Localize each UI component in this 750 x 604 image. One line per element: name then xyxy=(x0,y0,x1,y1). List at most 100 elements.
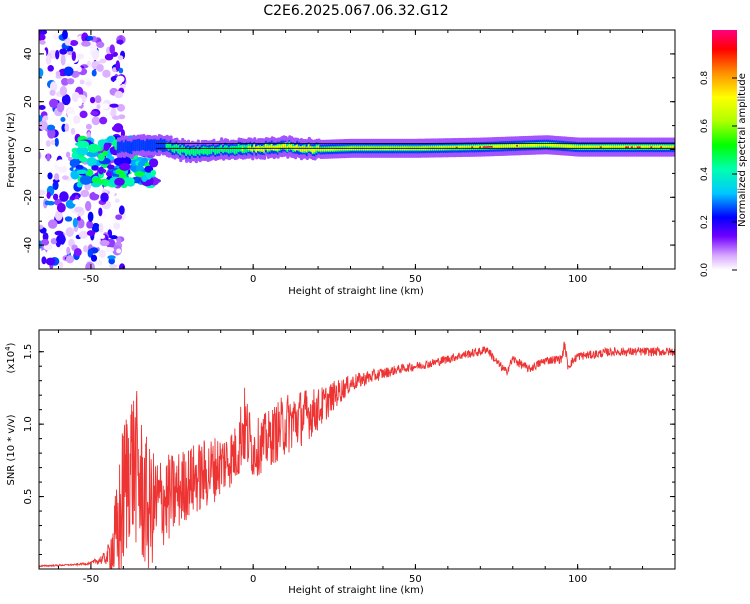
spectrogram-blob xyxy=(98,207,103,217)
spectrogram-blob xyxy=(76,216,81,221)
spectrogram-blob xyxy=(63,66,74,77)
y-tick-label: 0.5 xyxy=(23,489,34,505)
spectrogram-blob xyxy=(76,53,85,60)
spectrogram-blob xyxy=(49,98,59,108)
snr-scale-prefix: (x10 xyxy=(6,351,17,374)
spectrogram-blob xyxy=(60,116,66,123)
spectrogram-blob xyxy=(81,40,91,47)
snr-marks xyxy=(39,341,675,569)
spectrogram-blob xyxy=(90,254,98,262)
spectrogram-blob xyxy=(78,231,89,239)
spectrogram-blob xyxy=(94,95,102,104)
spectrogram-blob xyxy=(61,221,69,228)
spectrogram-blob xyxy=(39,261,43,268)
spectrogram-blob xyxy=(101,78,109,85)
spectrogram-blob xyxy=(98,166,105,175)
colorbar-tick-label: 0.0 xyxy=(700,263,710,278)
spectrogram-blob xyxy=(42,232,49,242)
spectrogram-blob xyxy=(141,175,148,183)
spectrogram-blob xyxy=(72,217,78,228)
spectrogram-ylabel: Frequency (Hz) xyxy=(6,112,17,188)
spectrogram-blob xyxy=(86,220,94,229)
spectrogram-blob xyxy=(103,142,110,152)
spectrogram-blob xyxy=(99,239,110,247)
spectrogram-blob xyxy=(86,35,94,41)
spectrogram-blob xyxy=(91,222,100,233)
spectrogram-blob xyxy=(45,55,52,65)
spectrogram-blob xyxy=(47,65,54,72)
spectrogram-blob xyxy=(77,66,82,73)
y-tick-label: 1.0 xyxy=(23,416,34,432)
spectrogram-blob xyxy=(116,103,126,112)
colorbar-gradient xyxy=(712,30,737,270)
spectrogram-blob xyxy=(114,198,120,203)
y-tick-label: 40 xyxy=(23,48,34,61)
spectrogram-blob xyxy=(45,140,51,147)
spectrogram-blob xyxy=(116,39,124,45)
spectrogram-blob xyxy=(69,158,80,168)
x-tick-label: 50 xyxy=(409,274,422,285)
spectrogram-blob xyxy=(102,69,111,78)
spectrogram-blob xyxy=(95,259,103,266)
spectrogram-blob xyxy=(67,51,73,56)
snr-ylabel: SNR (10 * v/v) xyxy=(6,414,17,485)
y-tick-label: -40 xyxy=(23,237,34,253)
colorbar-ticks: 0.0 0.2 0.4 0.6 0.8 xyxy=(700,71,737,278)
spectrogram-blob xyxy=(76,182,83,188)
spectrogram-blob xyxy=(104,247,115,253)
spectrogram-blob xyxy=(73,115,81,124)
spectrogram-blob xyxy=(79,175,92,185)
spectrogram-blob xyxy=(91,177,102,184)
spectrogram-blob xyxy=(114,177,125,186)
spectrogram-blob xyxy=(144,165,154,173)
spectrogram-blob xyxy=(52,181,59,191)
snr-frame xyxy=(38,329,676,570)
spectrogram-blob xyxy=(54,137,59,147)
spectrogram-blob xyxy=(106,135,114,143)
spectrogram-blob xyxy=(116,75,125,83)
spectrogram-blob xyxy=(119,162,131,171)
spectrogram-blob xyxy=(39,47,45,53)
snr-xlabel: Height of straight line (km) xyxy=(288,585,424,596)
spectrogram-blob xyxy=(137,161,145,167)
spectrogram-blob xyxy=(56,202,66,213)
spectrogram-blob xyxy=(101,212,106,218)
spectrogram-blob xyxy=(110,107,117,118)
spectrogram-blob xyxy=(50,237,58,245)
colorbar-tick-label: 0.6 xyxy=(700,119,710,134)
spectrogram-blob xyxy=(86,60,91,67)
colorbar-tick-label: 0.2 xyxy=(700,215,710,229)
x-tick-label: 0 xyxy=(250,274,256,285)
spectrogram-blob xyxy=(54,173,60,181)
spectrogram-blob xyxy=(41,256,47,265)
spectrogram-blob xyxy=(107,255,116,260)
spectrogram-blob xyxy=(39,33,46,41)
spectrogram-blob xyxy=(55,70,61,77)
colorbar: 0.0 0.2 0.4 0.6 0.8 Normalized spectral ampl… xyxy=(700,30,748,277)
spectrogram-blob xyxy=(39,40,46,45)
spectrogram-blob xyxy=(72,199,82,205)
spectrogram-blob xyxy=(74,123,82,134)
spectrogram-blob xyxy=(109,263,118,269)
spectrogram-blob xyxy=(64,123,70,132)
spectrogram-blob xyxy=(39,114,43,122)
spectrogram-panel: -50 0 50 100 -40 -20 0 20 40 Height of straight … xyxy=(6,29,676,297)
x-tick-label: -50 xyxy=(83,274,99,285)
spectrogram-blob xyxy=(65,151,71,158)
spectrogram-blob xyxy=(83,245,89,253)
spectrogram-blob xyxy=(52,32,61,41)
spectrogram-blob xyxy=(91,48,100,60)
spectrogram-blob xyxy=(45,257,56,266)
spectrogram-blob xyxy=(39,224,44,230)
spectrogram-blob xyxy=(39,120,48,131)
spectrogram-blob xyxy=(89,263,95,269)
spectrogram-blob xyxy=(148,158,159,168)
spectrogram-blob xyxy=(87,248,94,258)
spectrogram-blob xyxy=(78,157,88,162)
spectrogram-blob xyxy=(74,206,84,213)
spectrogram-blob xyxy=(115,214,123,220)
snr-ticks: -50 0 50 100 0.5 1.0 1.5 xyxy=(23,330,676,585)
spectrogram-blob xyxy=(99,116,108,125)
spectrogram-blob xyxy=(56,102,65,113)
